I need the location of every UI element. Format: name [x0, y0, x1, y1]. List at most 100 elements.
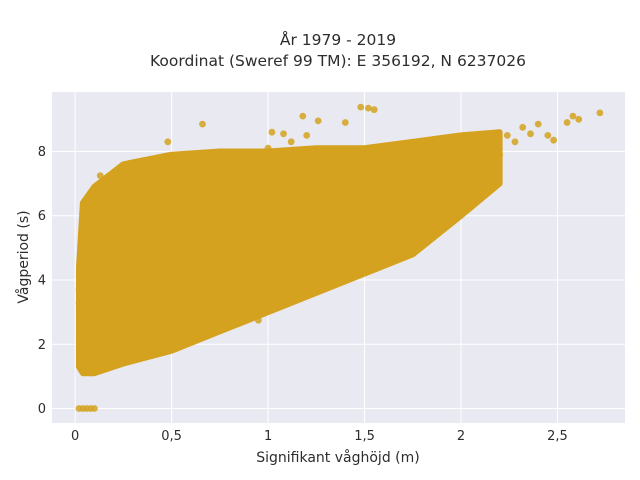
- data-point: [409, 199, 417, 207]
- data-point: [148, 173, 156, 181]
- data-point: [496, 151, 503, 159]
- data-point: [287, 138, 295, 146]
- data-point: [83, 241, 91, 249]
- data-point: [139, 326, 147, 334]
- data-point: [322, 241, 330, 249]
- x-tick-label: 1,5: [354, 429, 375, 444]
- data-point: [264, 255, 272, 263]
- data-point: [268, 128, 276, 136]
- data-point: [314, 117, 322, 125]
- data-point: [341, 119, 349, 126]
- data-point: [403, 164, 411, 171]
- data-point: [164, 138, 172, 146]
- data-point: [222, 250, 230, 258]
- x-tick-label: 1: [264, 429, 272, 444]
- y-tick-label: 4: [38, 273, 46, 288]
- data-point: [94, 353, 102, 361]
- data-point: [419, 154, 426, 162]
- y-tick-label: 8: [38, 145, 46, 160]
- data-point: [121, 183, 129, 191]
- x-tick-label: 0: [71, 429, 79, 444]
- data-point: [110, 344, 118, 351]
- y-tick-label: 6: [38, 209, 46, 224]
- chart-title-line2: Koordinat (Sweref 99 TM): E 356192, N 62…: [150, 52, 526, 70]
- data-point: [380, 241, 388, 249]
- data-point: [365, 104, 372, 112]
- data-point: [106, 193, 114, 200]
- data-point: [303, 247, 311, 255]
- data-point: [199, 120, 206, 128]
- data-point: [534, 120, 542, 128]
- x-axis-ticks: 0 0,5 1 1,5 2 2,5: [71, 429, 568, 444]
- data-point: [100, 212, 108, 220]
- data-point: [255, 316, 262, 324]
- y-tick-label: 0: [38, 402, 46, 417]
- data-point: [280, 130, 287, 138]
- data-point: [422, 193, 430, 200]
- data-point: [197, 308, 205, 316]
- data-point: [438, 183, 446, 191]
- data-point: [299, 112, 307, 120]
- chart-title-line1: År 1979 - 2019: [280, 30, 396, 49]
- data-point: [187, 305, 195, 313]
- data-point: [428, 178, 436, 186]
- data-point: [448, 149, 455, 157]
- data-point: [575, 115, 583, 123]
- data-point: [476, 141, 484, 149]
- data-point: [75, 299, 83, 306]
- data-point: [563, 119, 571, 126]
- data-point: [129, 180, 137, 188]
- point-cloud: [77, 280, 262, 361]
- data-point: [235, 320, 243, 327]
- data-points: [75, 103, 604, 412]
- data-point: [245, 273, 253, 281]
- data-point: [390, 205, 397, 213]
- data-point: [177, 167, 185, 175]
- data-point: [96, 172, 104, 180]
- data-point: [357, 103, 365, 111]
- data-point: [461, 144, 469, 152]
- x-tick-label: 2: [457, 429, 465, 444]
- data-point: [81, 260, 89, 268]
- data-point: [338, 244, 345, 252]
- data-point: [322, 149, 330, 157]
- data-point: [87, 363, 94, 371]
- data-point: [370, 234, 378, 242]
- data-point: [235, 257, 243, 265]
- data-point: [94, 202, 102, 210]
- data-point: [448, 173, 455, 181]
- data-point: [527, 130, 534, 138]
- data-point: [287, 267, 295, 274]
- x-axis-title: Signifikant våghöjd (m): [256, 449, 419, 466]
- data-point: [206, 157, 214, 165]
- data-point: [399, 228, 407, 236]
- y-tick-label: 2: [38, 338, 46, 353]
- data-point: [519, 123, 527, 131]
- data-point: [75, 286, 83, 293]
- data-point: [210, 302, 218, 310]
- data-point: [284, 254, 291, 261]
- data-point: [457, 167, 465, 175]
- y-axis-title: Vågperiod (s): [15, 210, 32, 303]
- data-point: [384, 170, 392, 178]
- data-point: [370, 106, 378, 114]
- data-point: [89, 218, 96, 226]
- data-point: [399, 177, 407, 184]
- data-point: [114, 186, 121, 194]
- data-point: [235, 151, 243, 159]
- data-point: [77, 340, 85, 348]
- data-point: [511, 138, 519, 146]
- data-point: [550, 136, 557, 144]
- data-point: [79, 350, 87, 358]
- data-point: [226, 321, 233, 329]
- data-point: [81, 360, 89, 367]
- data-point: [488, 136, 496, 144]
- data-point: [351, 239, 359, 247]
- data-point: [303, 132, 311, 139]
- x-tick-label: 2,5: [547, 429, 568, 444]
- x-tick-label: 0,5: [161, 429, 182, 444]
- data-point: [361, 250, 368, 258]
- data-point: [249, 260, 256, 268]
- data-point: [434, 148, 442, 155]
